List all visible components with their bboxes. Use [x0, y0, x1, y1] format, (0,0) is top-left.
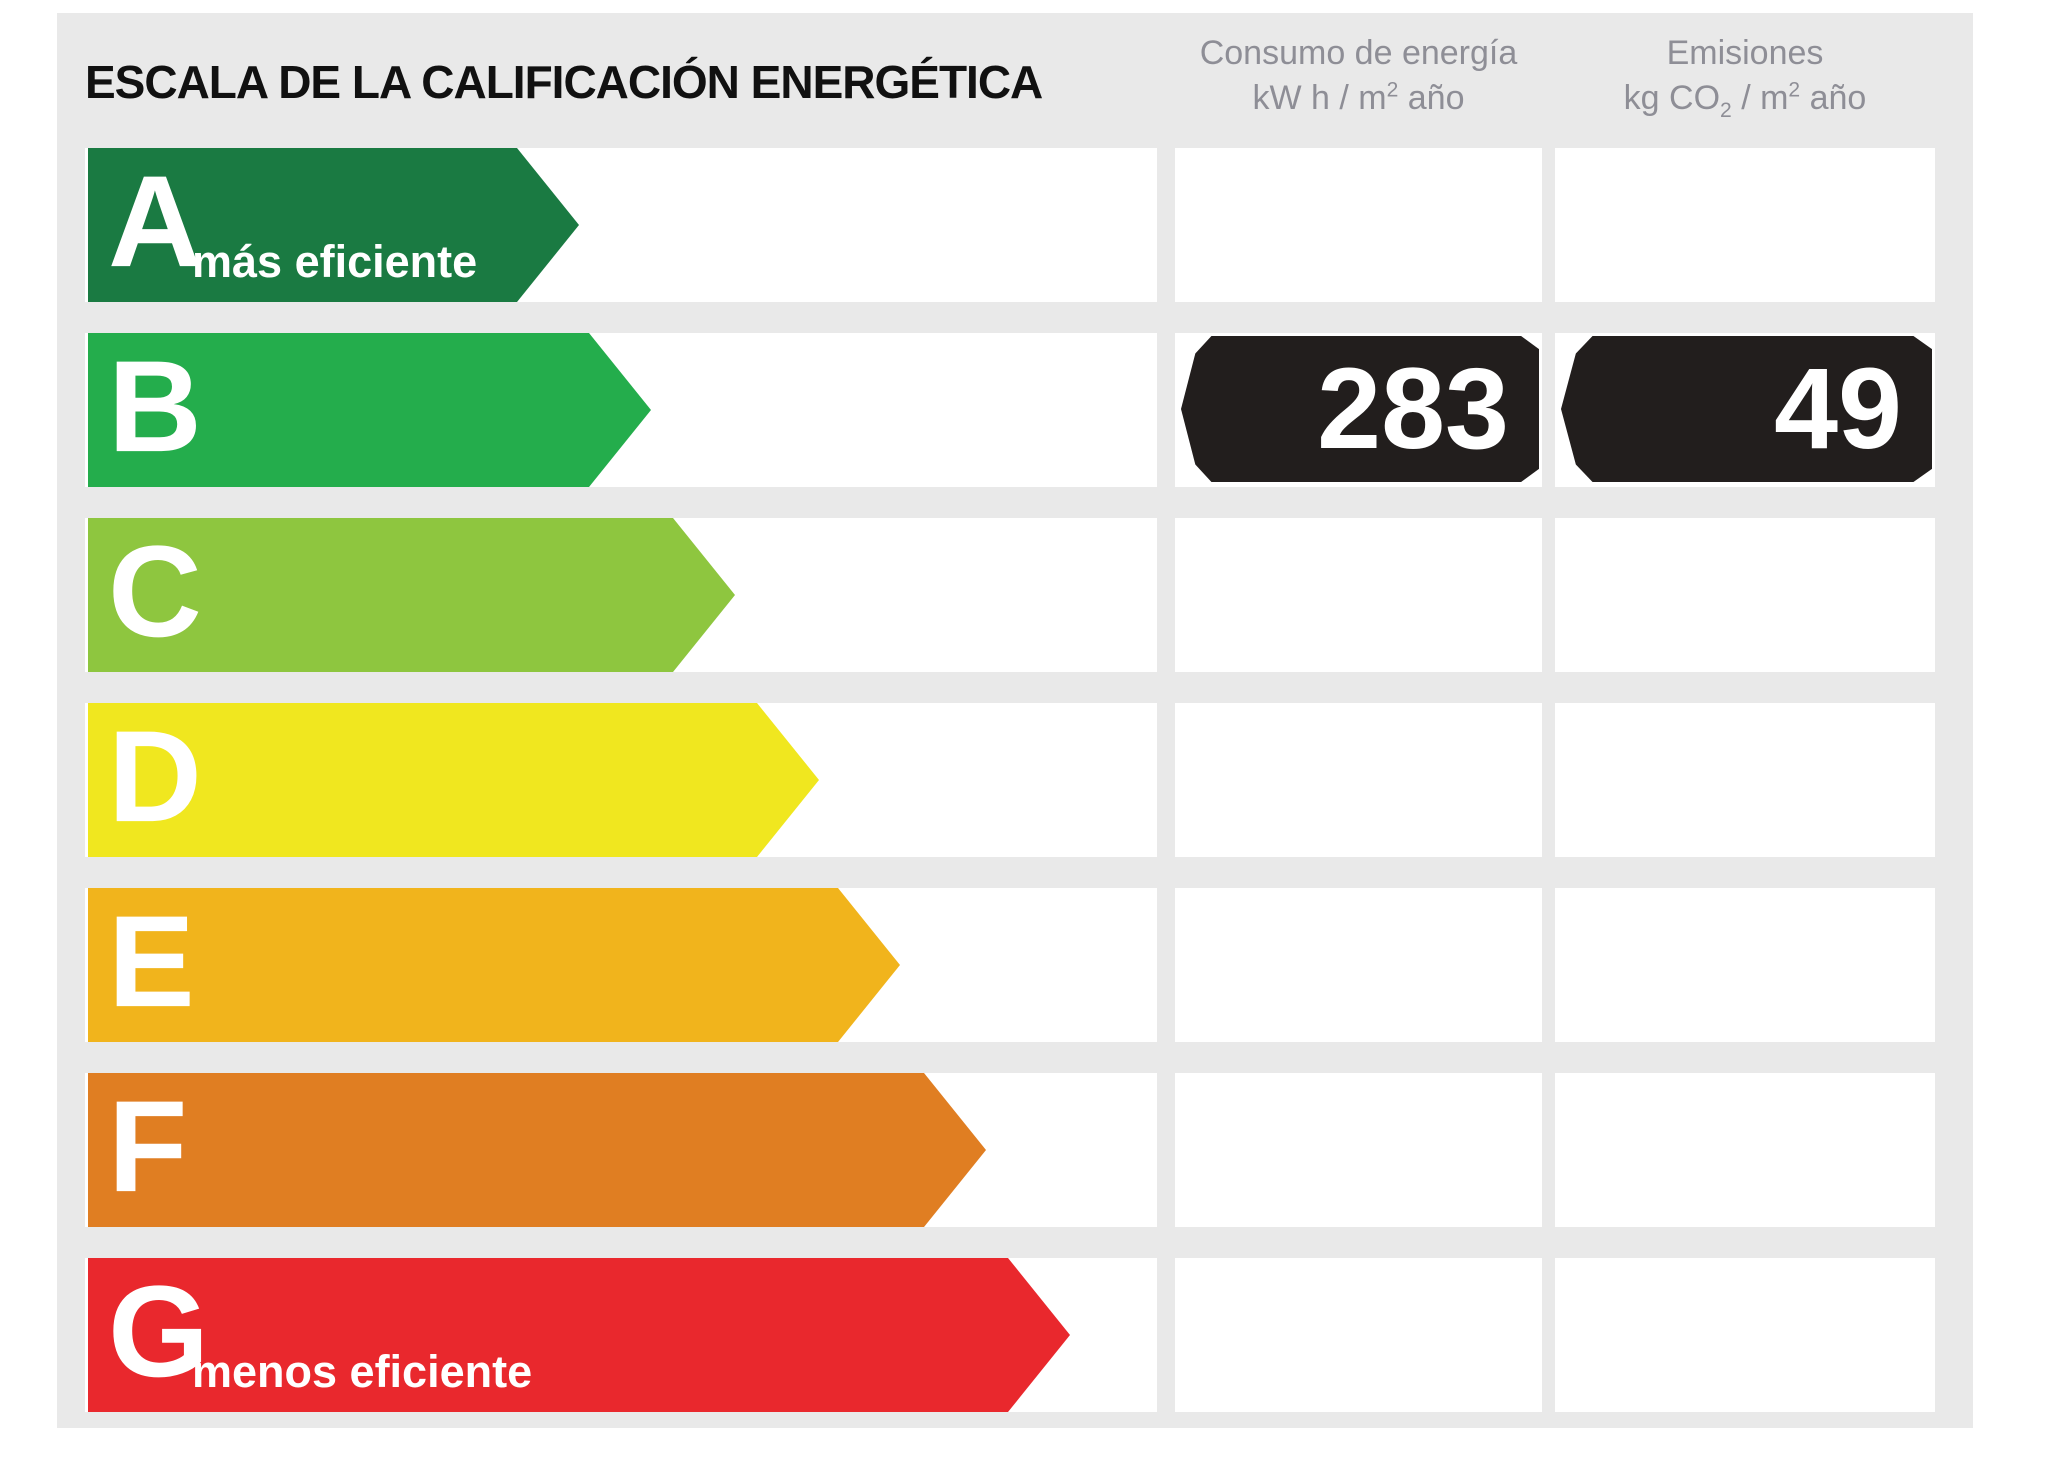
rating-a-bar: A más eficiente — [88, 148, 579, 302]
consumption-value: 283 — [1317, 344, 1509, 473]
rating-a-consumption-cell — [1175, 148, 1542, 302]
rating-b-emissions-cell: 49 — [1555, 333, 1935, 487]
rating-d-consumption-cell — [1175, 703, 1542, 857]
consumption-units-text2: año — [1398, 78, 1465, 117]
rating-c-bar: C — [88, 518, 735, 672]
rating-f-bar-cell: F — [85, 1073, 1157, 1227]
emissions-units-text: kg CO — [1623, 78, 1721, 117]
emissions-value: 49 — [1774, 344, 1902, 473]
emissions-units-superscript: 2 — [1788, 78, 1801, 102]
rating-row-a: A más eficiente — [57, 148, 1973, 302]
rating-row-c: C — [57, 518, 1973, 672]
rating-d-bar: D — [88, 703, 819, 857]
rating-g-sublabel: menos eficiente — [192, 1346, 533, 1397]
rating-row-f: F — [57, 1073, 1973, 1227]
rating-c-emissions-cell — [1555, 518, 1935, 672]
rating-g-letter: G — [108, 1258, 210, 1405]
rating-g-emissions-cell — [1555, 1258, 1935, 1412]
rating-b-bar: B — [88, 333, 651, 487]
consumption-units-text: kW h / m — [1252, 78, 1387, 117]
consumption-units-superscript: 2 — [1386, 78, 1399, 102]
consumption-value-badge: 283 — [1181, 336, 1539, 482]
rating-e-consumption-cell — [1175, 888, 1542, 1042]
rating-a-letter: A — [108, 148, 202, 295]
rating-row-d: D — [57, 703, 1973, 857]
emissions-value-badge: 49 — [1561, 336, 1932, 482]
rating-b-consumption-cell: 283 — [1175, 333, 1542, 487]
rating-b-letter: B — [108, 333, 202, 480]
consumption-header-line1: Consumo de energía — [1199, 34, 1518, 72]
rating-e-letter: E — [108, 888, 195, 1035]
rating-d-emissions-cell — [1555, 703, 1935, 857]
consumption-column-header: Consumo de energía kW h / m2 año — [1175, 31, 1542, 121]
rating-d-bar-cell: D — [85, 703, 1157, 857]
emissions-units-subscript: 2 — [1720, 98, 1732, 122]
emissions-units-text2: / m — [1731, 78, 1789, 117]
consumption-header-units: kW h / m2 año — [1175, 76, 1542, 121]
rating-f-emissions-cell — [1555, 1073, 1935, 1227]
emissions-header-units: kg CO2 / m2 año — [1555, 76, 1935, 125]
rating-a-bar-cell: A más eficiente — [85, 148, 1157, 302]
rating-g-consumption-cell — [1175, 1258, 1542, 1412]
rating-f-consumption-cell — [1175, 1073, 1542, 1227]
rating-f-bar: F — [88, 1073, 986, 1227]
energy-scale-panel: ESCALA DE LA CALIFICACIÓN ENERGÉTICA Con… — [57, 13, 1973, 1428]
rating-c-consumption-cell — [1175, 518, 1542, 672]
rating-f-letter: F — [108, 1073, 188, 1220]
rating-a-sublabel: más eficiente — [192, 236, 478, 287]
emissions-column-header: Emisiones kg CO2 / m2 año — [1555, 31, 1935, 124]
scale-title: ESCALA DE LA CALIFICACIÓN ENERGÉTICA — [85, 56, 1043, 108]
rating-g-bar: G menos eficiente — [88, 1258, 1070, 1412]
rating-row-g: G menos eficiente — [57, 1258, 1973, 1412]
rating-row-e: E — [57, 888, 1973, 1042]
rating-e-bar-cell: E — [85, 888, 1157, 1042]
rating-e-emissions-cell — [1555, 888, 1935, 1042]
emissions-units-text3: año — [1800, 78, 1867, 117]
rating-row-b: B 283 49 — [57, 333, 1973, 487]
rating-a-emissions-cell — [1555, 148, 1935, 302]
rating-c-bar-cell: C — [85, 518, 1157, 672]
rating-b-bar-cell: B — [85, 333, 1157, 487]
rating-d-letter: D — [108, 703, 202, 850]
rating-g-bar-cell: G menos eficiente — [85, 1258, 1157, 1412]
rating-e-bar: E — [88, 888, 900, 1042]
rating-c-letter: C — [108, 518, 202, 665]
emissions-header-line1: Emisiones — [1666, 34, 1824, 72]
